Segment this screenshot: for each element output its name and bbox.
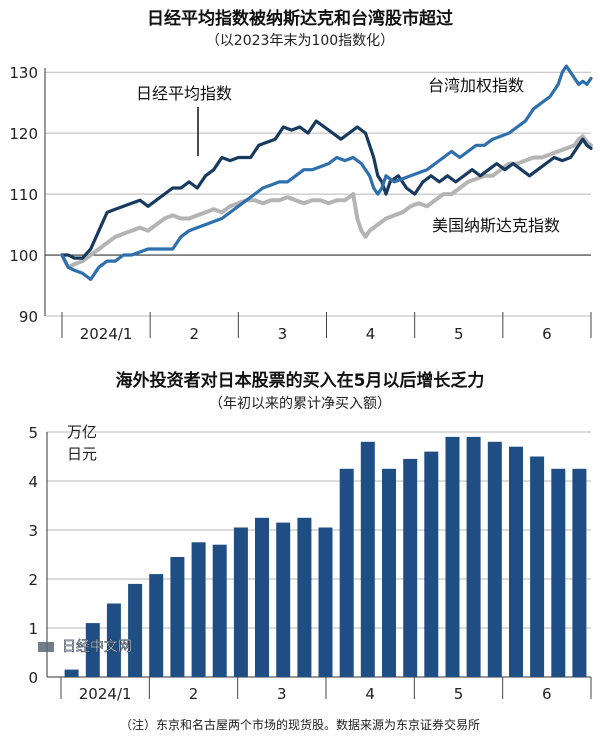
watermark-logo-mark [38,642,54,652]
bar [212,544,227,677]
line-y-tick-label: 110 [9,186,38,204]
line-x-tick-label: 5 [454,325,464,343]
line-chart-x-axis: 2024/1 2 3 4 5 6 [61,312,592,343]
bar [255,517,269,678]
bar [297,517,312,678]
line-x-tick-label: 2024/1 [80,325,133,343]
watermark: 日经中文网 [38,639,132,655]
line-chart-title: 日经平均指数被纳斯达克和台湾股市超过 [147,8,453,29]
bar [424,451,439,677]
line-chart-grid [44,68,591,317]
line-y-tick-label: 130 [9,64,38,82]
bar-y-tick-label: 0 [28,669,38,687]
bar [85,623,100,677]
bar-y-tick-label: 2 [28,571,38,589]
bar-y-tick-label: 5 [28,424,38,442]
bar-y-tick-label: 4 [28,473,38,491]
bar [572,468,587,678]
bar-chart-x-axis: 2024/1 2 3 4 5 6 [60,677,592,703]
line-y-tick-label: 100 [9,247,38,265]
series-label-taiwan: 台湾加权指数 [428,76,524,95]
bar [106,603,121,677]
line-y-tick-label: 120 [9,125,38,143]
line-chart-series-labels: 日经平均指数 台湾加权指数 美国纳斯达克指数 [136,76,560,235]
bar [360,441,375,677]
bar [191,542,206,678]
line-x-tick-label: 2 [189,325,199,343]
bar [64,669,79,677]
bar-x-tick-label: 2 [189,685,199,703]
bar-x-tick-label: 6 [542,685,552,703]
bar [530,456,545,677]
bar-chart-title: 海外投资者对日本股票的买入在5月以后增长乏力 [116,370,485,391]
bar-x-tick-label: 3 [277,685,287,703]
line-x-tick-label: 4 [366,325,376,343]
series-label-nasdaq: 美国纳斯达克指数 [432,216,560,235]
bar-chart-y-axis: 0 1 2 3 4 5 [28,424,38,687]
line-chart-subtitle: （以2023年末为100指数化） [206,33,394,49]
bar-x-tick-label: 4 [365,685,375,703]
line-series-1 [60,64,593,281]
bar [149,574,164,677]
series-label-nikkei: 日经平均指数 [136,84,232,103]
bar [233,527,248,677]
watermark-text: 日经中文网 [62,639,132,655]
line-x-tick-label: 3 [278,325,288,343]
bar [403,458,418,677]
bar-y-tick-label: 3 [28,522,38,540]
bar-y-tick-label: 1 [28,620,38,638]
line-y-tick-label: 90 [19,308,38,326]
bar [339,468,354,678]
bar [466,436,481,677]
bar [170,557,185,677]
bar-chart-subtitle: （年初以来的累计净买入额） [209,395,391,412]
bar [276,522,291,677]
bar [551,468,566,678]
line-chart-y-axis: 90 100 110 120 130 [9,64,38,326]
bar [382,468,396,678]
bar-chart-bars [64,436,587,678]
line-x-tick-label: 6 [542,325,552,343]
bar-x-tick-label: 2024/1 [79,685,132,703]
bar-chart-unit-line2: 日元 [67,445,97,463]
bar [128,583,143,677]
line-chart-series [60,64,593,281]
bar [445,436,460,677]
bar-chart: 海外投资者对日本股票的买入在5月以后增长乏力 （年初以来的累计净买入额） 0 1 2… [28,370,592,703]
line-series-0 [60,119,593,260]
bar [318,527,333,677]
footnote: （注）东京和名古屋两个市场的现货股。数据来源为东京证券交易所 [120,717,480,732]
line-chart: 日经平均指数被纳斯达克和台湾股市超过 （以2023年末为100指数化） 90 10… [9,8,593,343]
bar-chart-unit-line1: 万亿 [67,423,97,441]
bar [509,446,523,677]
bar-x-tick-label: 5 [454,685,464,703]
bar [487,441,502,677]
